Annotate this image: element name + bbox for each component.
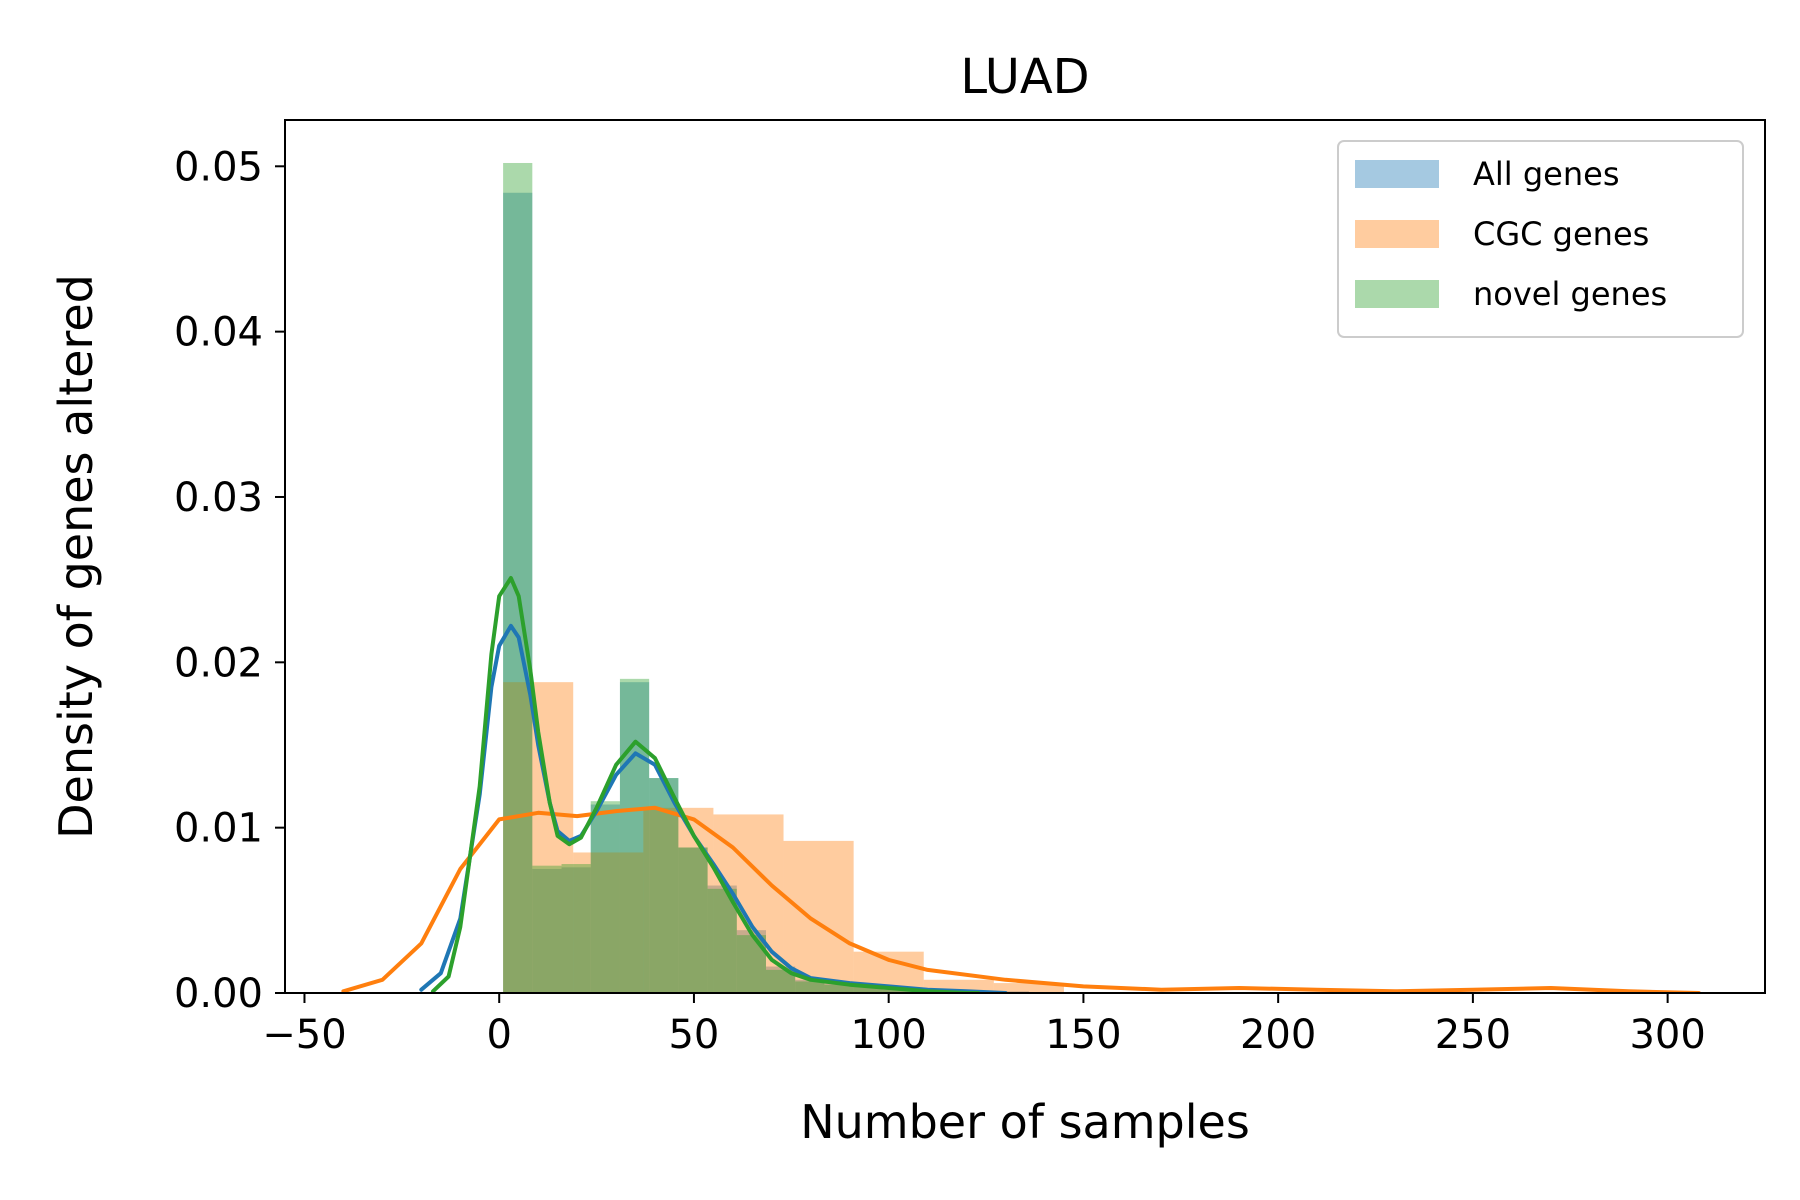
legend-label-cgc-genes: CGC genes [1473, 215, 1649, 253]
x-tick-label: 0 [486, 1012, 511, 1058]
y-tick-label: 0.00 [174, 971, 263, 1017]
histogram-bar-all-genes [561, 867, 591, 993]
x-tick-label: 200 [1240, 1012, 1316, 1058]
histogram-novel-genes [503, 162, 971, 993]
histogram-bar-novel-genes [824, 984, 854, 993]
histogram-bar-novel-genes [619, 678, 650, 993]
legend-swatch-all-genes [1355, 160, 1439, 188]
histogram-bar-all-genes [590, 804, 620, 993]
legend-swatch-novel-genes [1355, 280, 1439, 308]
y-tick-label: 0.04 [174, 310, 263, 356]
y-tick-label: 0.03 [174, 475, 263, 521]
histogram-bar-all-genes [619, 682, 650, 993]
y-axis-label: Density of genes altered [49, 274, 103, 839]
histogram-bar-novel-genes [532, 865, 562, 993]
histogram-bar-all-genes [678, 847, 708, 993]
x-tick-label: 50 [668, 1012, 719, 1058]
histogram-bar-novel-genes [707, 888, 737, 993]
x-tick-label: 100 [851, 1012, 927, 1058]
histogram-bar-all-genes [824, 983, 854, 993]
y-tick-label: 0.02 [174, 640, 263, 686]
histogram-bar-cgc-genes [993, 983, 1064, 993]
x-tick-label: 150 [1045, 1012, 1121, 1058]
x-tick-label: 300 [1629, 1012, 1705, 1058]
histogram-bar-novel-genes [766, 969, 796, 993]
legend: All genes CGC genes novel genes [1337, 140, 1744, 338]
x-tick-label: −50 [262, 1012, 346, 1058]
histogram-bar-novel-genes [853, 986, 883, 993]
y-tick-label: 0.05 [174, 144, 263, 190]
histogram-bar-cgc-genes [643, 807, 714, 993]
histogram-bar-novel-genes [561, 864, 591, 993]
y-axis: 0.00 0.01 0.02 0.03 0.04 0.05 [174, 144, 285, 1017]
kde-line-novel-genes [431, 576, 981, 993]
legend-box [1337, 140, 1744, 338]
x-tick-label: 250 [1435, 1012, 1511, 1058]
axes-frame [284, 119, 1766, 994]
legend-swatch-cgc-genes [1355, 220, 1439, 248]
chart-title: LUAD [960, 49, 1089, 105]
histogram-bar-cgc-genes [573, 852, 644, 993]
y-tick-label: 0.01 [174, 806, 263, 852]
histogram-bar-cgc-genes [783, 840, 854, 993]
histogram-bar-novel-genes [503, 162, 533, 993]
histogram-bar-all-genes [532, 868, 562, 993]
histogram-bar-novel-genes [678, 847, 708, 993]
histogram-all-genes [503, 192, 1029, 993]
legend-label-all-genes: All genes [1473, 155, 1619, 193]
histogram-bar-novel-genes [882, 989, 913, 993]
kde-line-cgc-genes [341, 805, 1701, 993]
x-axis: −50 0 50 100 150 200 250 300 [262, 993, 1706, 1058]
histogram-bar-novel-genes [795, 981, 825, 993]
histogram-bar-all-genes [853, 984, 883, 993]
x-axis-label: Number of samples [800, 1095, 1250, 1149]
plot-area [341, 162, 1701, 993]
histogram-bar-novel-genes [590, 801, 620, 993]
histogram-bar-all-genes [795, 979, 825, 993]
legend-label-novel-genes: novel genes [1473, 275, 1667, 313]
